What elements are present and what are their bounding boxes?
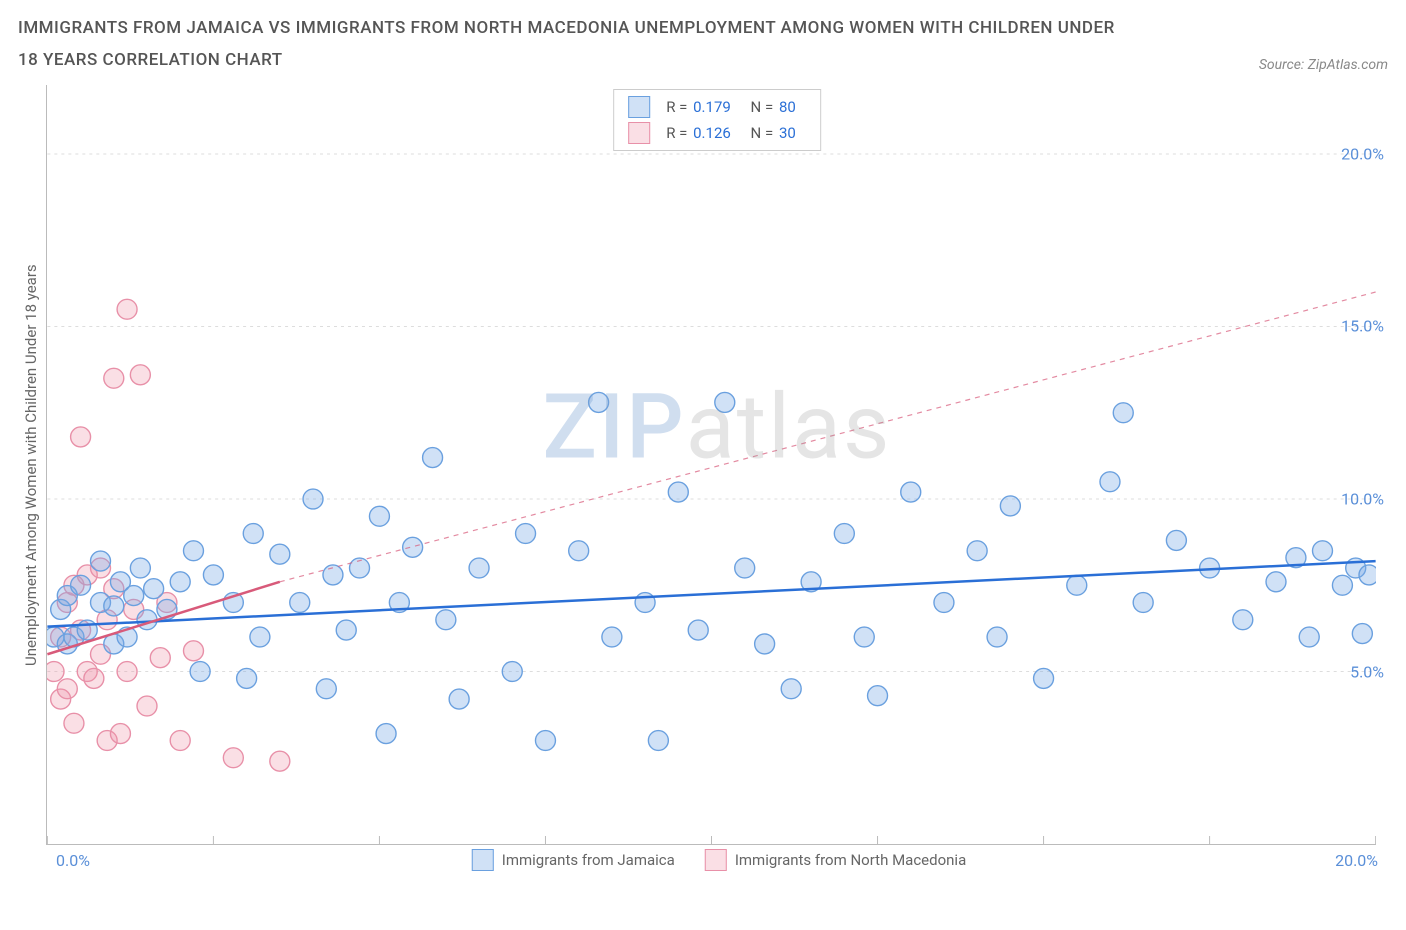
series-legend: Immigrants from Jamaica Immigrants from …	[472, 849, 966, 871]
legend-label-jamaica: Immigrants from Jamaica	[502, 851, 675, 869]
swatch-jamaica-icon	[472, 849, 494, 871]
x-max-label: 20.0%	[1335, 851, 1378, 870]
chart-title: IMMIGRANTS FROM JAMAICA VS IMMIGRANTS FR…	[18, 12, 1118, 77]
stats-row-macedonia: R = 0.126 N = 30	[628, 122, 806, 144]
swatch-jamaica	[628, 96, 650, 118]
stats-legend: R = 0.179 N = 80 R = 0.126 N = 30	[613, 89, 821, 151]
legend-item-jamaica: Immigrants from Jamaica	[472, 849, 675, 871]
swatch-macedonia	[628, 122, 650, 144]
legend-item-macedonia: Immigrants from North Macedonia	[705, 849, 966, 871]
stats-row-jamaica: R = 0.179 N = 80	[628, 96, 806, 118]
source-label: Source: ZipAtlas.com	[1259, 57, 1388, 77]
legend-label-macedonia: Immigrants from North Macedonia	[735, 851, 966, 869]
x-axis-row: 0.0% Immigrants from Jamaica Immigrants …	[50, 851, 1388, 870]
y-axis-label: Unemployment Among Women with Children U…	[18, 85, 44, 845]
chart-area: Unemployment Among Women with Children U…	[18, 85, 1388, 845]
x-min-label: 0.0%	[56, 851, 90, 870]
swatch-macedonia-icon	[705, 849, 727, 871]
scatter-plot	[46, 85, 1376, 845]
